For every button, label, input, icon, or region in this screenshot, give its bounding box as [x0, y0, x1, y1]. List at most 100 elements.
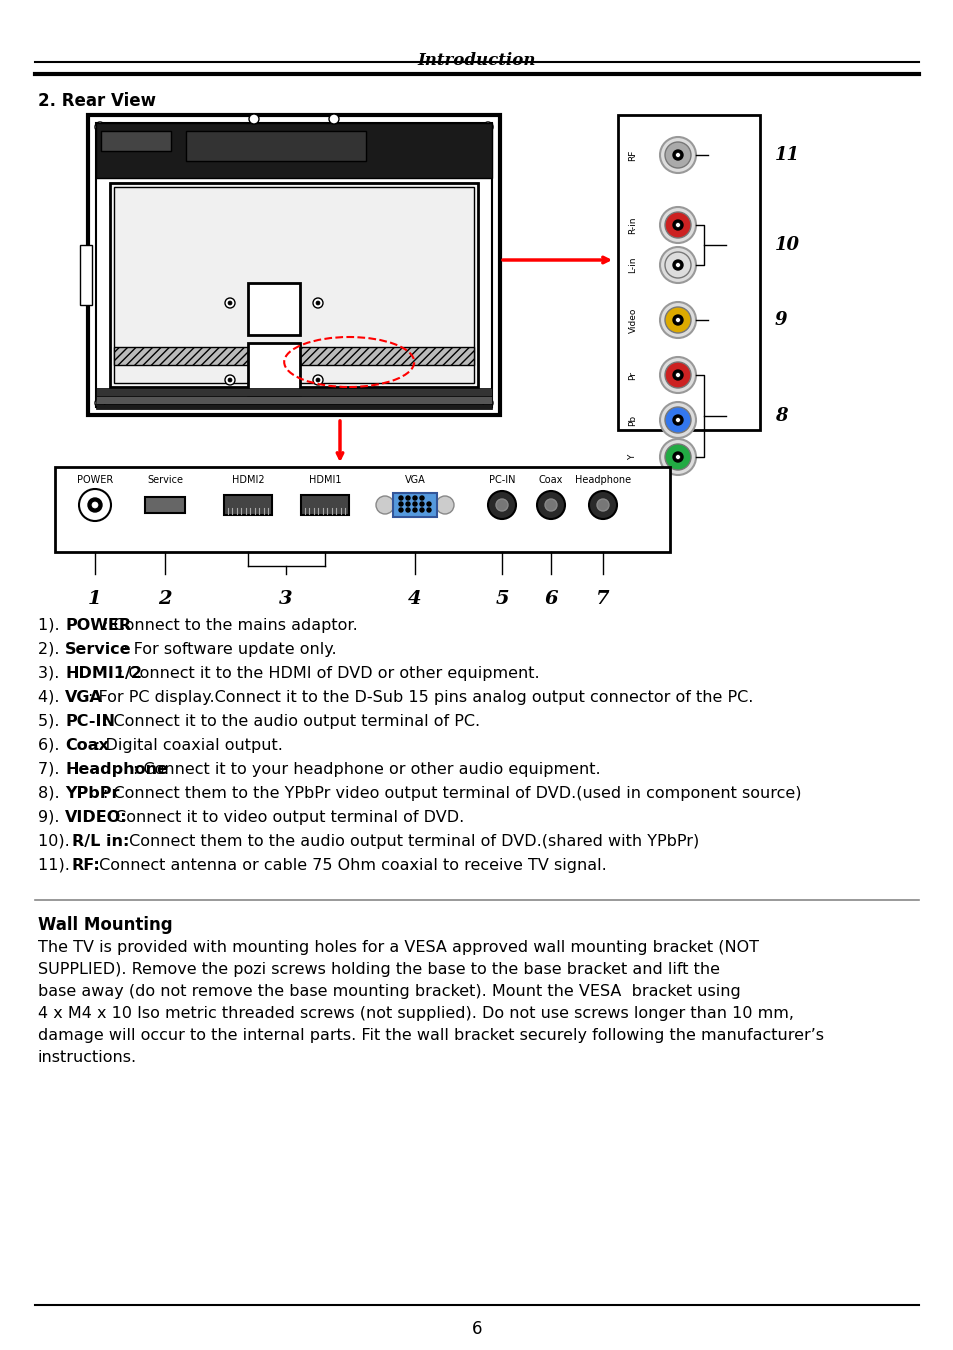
Text: 1).: 1).	[38, 618, 75, 633]
Bar	[96, 123, 492, 178]
Circle shape	[675, 455, 679, 459]
Circle shape	[88, 498, 102, 512]
Bar	[248, 284, 299, 335]
Circle shape	[672, 150, 682, 161]
Text: Introduction: Introduction	[417, 53, 536, 69]
Text: : Connect it to the HDMI of DVD or other equipment.: : Connect it to the HDMI of DVD or other…	[117, 666, 538, 680]
Circle shape	[413, 502, 416, 506]
Circle shape	[659, 439, 696, 475]
Text: PC-IN: PC-IN	[488, 475, 515, 485]
Text: Headphone: Headphone	[575, 475, 630, 485]
Circle shape	[413, 508, 416, 512]
Text: Service: Service	[147, 475, 183, 485]
Circle shape	[659, 207, 696, 243]
Circle shape	[672, 452, 682, 462]
Bar	[96, 396, 492, 404]
Text: Coax: Coax	[538, 475, 562, 485]
Text: damage will occur to the internal parts. Fit the wall bracket securely following: damage will occur to the internal parts.…	[38, 1027, 823, 1044]
Circle shape	[91, 502, 98, 508]
Bar	[80, 244, 91, 305]
Circle shape	[313, 375, 323, 385]
Text: Y: Y	[628, 455, 637, 460]
Circle shape	[537, 491, 564, 518]
Text: : Connect to the mains adaptor.: : Connect to the mains adaptor.	[103, 618, 357, 633]
Text: HDMI2: HDMI2	[232, 475, 264, 485]
Bar	[101, 131, 171, 151]
Circle shape	[406, 508, 410, 512]
Circle shape	[419, 502, 423, 506]
Bar	[110, 184, 477, 387]
Circle shape	[313, 298, 323, 308]
Text: 11).: 11).	[38, 859, 86, 873]
Text: : For software update only.: : For software update only.	[117, 643, 336, 657]
Text: HDMI1/2: HDMI1/2	[65, 666, 142, 680]
Text: 6).: 6).	[38, 738, 75, 753]
Text: The TV is provided with mounting holes for a VESA approved wall mounting bracket: The TV is provided with mounting holes f…	[38, 940, 759, 954]
Circle shape	[419, 495, 423, 500]
Text: : Digital coaxial output.: : Digital coaxial output.	[95, 738, 283, 753]
Text: Headphone: Headphone	[65, 761, 168, 778]
Circle shape	[672, 220, 682, 230]
Text: 7: 7	[596, 590, 609, 608]
Circle shape	[375, 495, 394, 514]
Circle shape	[672, 261, 682, 270]
Text: 8).: 8).	[38, 786, 75, 801]
Text: 10: 10	[774, 236, 800, 254]
Text: 9).: 9).	[38, 810, 75, 825]
Text: 3: 3	[279, 590, 293, 608]
Bar	[393, 493, 436, 517]
Circle shape	[398, 495, 402, 500]
Text: POWER: POWER	[65, 618, 132, 633]
Text: 8: 8	[774, 406, 786, 425]
Bar	[301, 495, 349, 514]
Circle shape	[482, 122, 493, 132]
Circle shape	[664, 142, 690, 167]
Text: Pr: Pr	[628, 370, 637, 379]
Circle shape	[675, 223, 679, 228]
Text: Connect it to video output terminal of DVD.: Connect it to video output terminal of D…	[111, 810, 464, 825]
Circle shape	[664, 252, 690, 278]
Text: POWER: POWER	[77, 475, 113, 485]
Text: instructions.: instructions.	[38, 1050, 137, 1065]
Circle shape	[675, 317, 679, 323]
Text: 11: 11	[774, 146, 800, 163]
Circle shape	[419, 508, 423, 512]
Circle shape	[659, 247, 696, 284]
Bar	[96, 387, 492, 396]
Text: HDMI1: HDMI1	[309, 475, 341, 485]
Circle shape	[597, 500, 608, 512]
Circle shape	[488, 491, 516, 518]
Bar	[145, 497, 185, 513]
Circle shape	[228, 301, 232, 305]
Text: RF:: RF:	[71, 859, 101, 873]
Circle shape	[406, 495, 410, 500]
Text: R-in: R-in	[628, 216, 637, 234]
Circle shape	[329, 113, 338, 124]
Text: 1: 1	[88, 590, 102, 608]
Text: : Connect them to the YPbPr video output terminal of DVD.(used in component sour: : Connect them to the YPbPr video output…	[103, 786, 801, 801]
Text: YPbPr: YPbPr	[65, 786, 119, 801]
Bar	[96, 123, 492, 406]
Bar	[55, 467, 669, 552]
Circle shape	[436, 495, 454, 514]
Text: 2).: 2).	[38, 643, 75, 657]
Bar	[224, 495, 272, 514]
Circle shape	[588, 491, 617, 518]
Bar	[186, 131, 366, 161]
Text: 4).: 4).	[38, 690, 75, 705]
Circle shape	[664, 406, 690, 433]
Circle shape	[664, 212, 690, 238]
Circle shape	[249, 113, 258, 124]
Text: 10).: 10).	[38, 834, 86, 849]
Circle shape	[427, 508, 431, 512]
Text: VIDEO:: VIDEO:	[65, 810, 128, 825]
Text: VGA: VGA	[65, 690, 103, 705]
Text: Video: Video	[628, 308, 637, 332]
Bar	[110, 184, 477, 205]
Circle shape	[672, 315, 682, 325]
Circle shape	[315, 301, 319, 305]
Text: SUPPLIED). Remove the pozi screws holding the base to the base bracket and lift : SUPPLIED). Remove the pozi screws holdin…	[38, 963, 720, 977]
Bar	[96, 404, 492, 409]
Text: 7).: 7).	[38, 761, 75, 778]
Bar	[88, 115, 499, 414]
